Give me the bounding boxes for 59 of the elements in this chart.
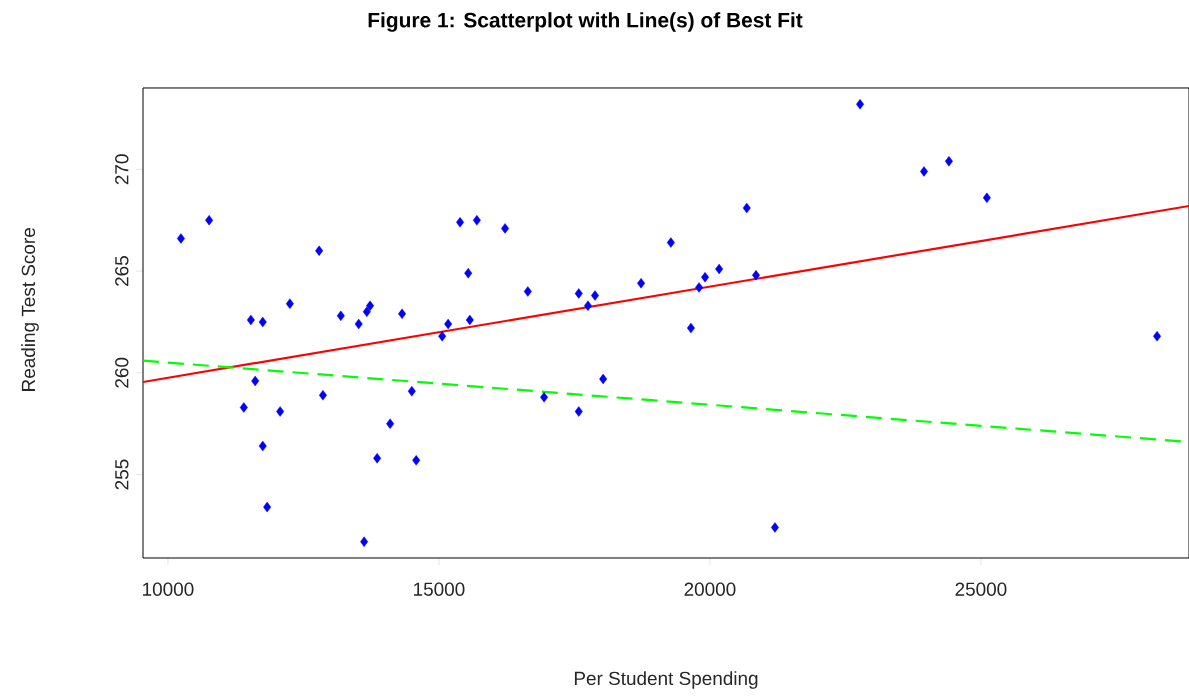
point — [464, 267, 473, 279]
x-axis-title: Per Student Spending — [574, 671, 758, 689]
point — [263, 501, 272, 513]
point — [465, 314, 474, 326]
point — [336, 310, 345, 322]
point — [444, 318, 453, 330]
point — [386, 418, 395, 429]
point — [412, 455, 421, 466]
point — [285, 298, 294, 309]
point — [523, 286, 532, 297]
point — [771, 522, 779, 533]
point — [456, 217, 465, 228]
point — [315, 245, 324, 256]
point — [920, 166, 928, 177]
y-axis-title: Reading Test Score — [21, 228, 39, 391]
point — [318, 390, 327, 401]
point — [373, 453, 382, 464]
point — [246, 314, 255, 326]
point — [258, 316, 267, 328]
point — [715, 263, 724, 275]
point — [944, 156, 953, 167]
y-tick-label: 265 — [115, 256, 129, 286]
point — [239, 402, 248, 413]
point — [599, 373, 608, 385]
point — [407, 385, 416, 397]
x-tick-label: 10000 — [143, 582, 194, 596]
point — [366, 300, 375, 311]
point — [398, 308, 407, 320]
point — [591, 290, 599, 301]
point — [362, 306, 371, 317]
point — [258, 440, 267, 452]
chart-title: Figure 1: Scatterplot with Line(s) of Best Fit — [368, 12, 803, 32]
y-tick-label: 270 — [115, 154, 129, 185]
point — [666, 237, 675, 248]
point — [695, 282, 704, 293]
point — [856, 99, 864, 110]
point — [360, 536, 369, 547]
y-tick-label: 255 — [115, 459, 129, 490]
x-tick-label: 25000 — [955, 582, 1007, 596]
point — [501, 223, 509, 234]
point — [438, 331, 447, 342]
point — [584, 300, 592, 311]
point — [472, 215, 481, 226]
point — [574, 406, 583, 417]
point — [1153, 331, 1161, 342]
point — [540, 392, 549, 403]
point — [276, 406, 285, 417]
point — [177, 233, 185, 244]
y-tick-label: 260 — [115, 357, 129, 388]
point — [637, 278, 646, 289]
point — [742, 202, 751, 214]
x-tick-label: 15000 — [414, 582, 465, 596]
point — [354, 318, 363, 330]
point — [574, 288, 583, 299]
point — [701, 272, 709, 283]
point — [251, 375, 260, 387]
x-tick-label: 20000 — [684, 582, 736, 596]
point — [205, 215, 214, 226]
point — [982, 192, 991, 204]
